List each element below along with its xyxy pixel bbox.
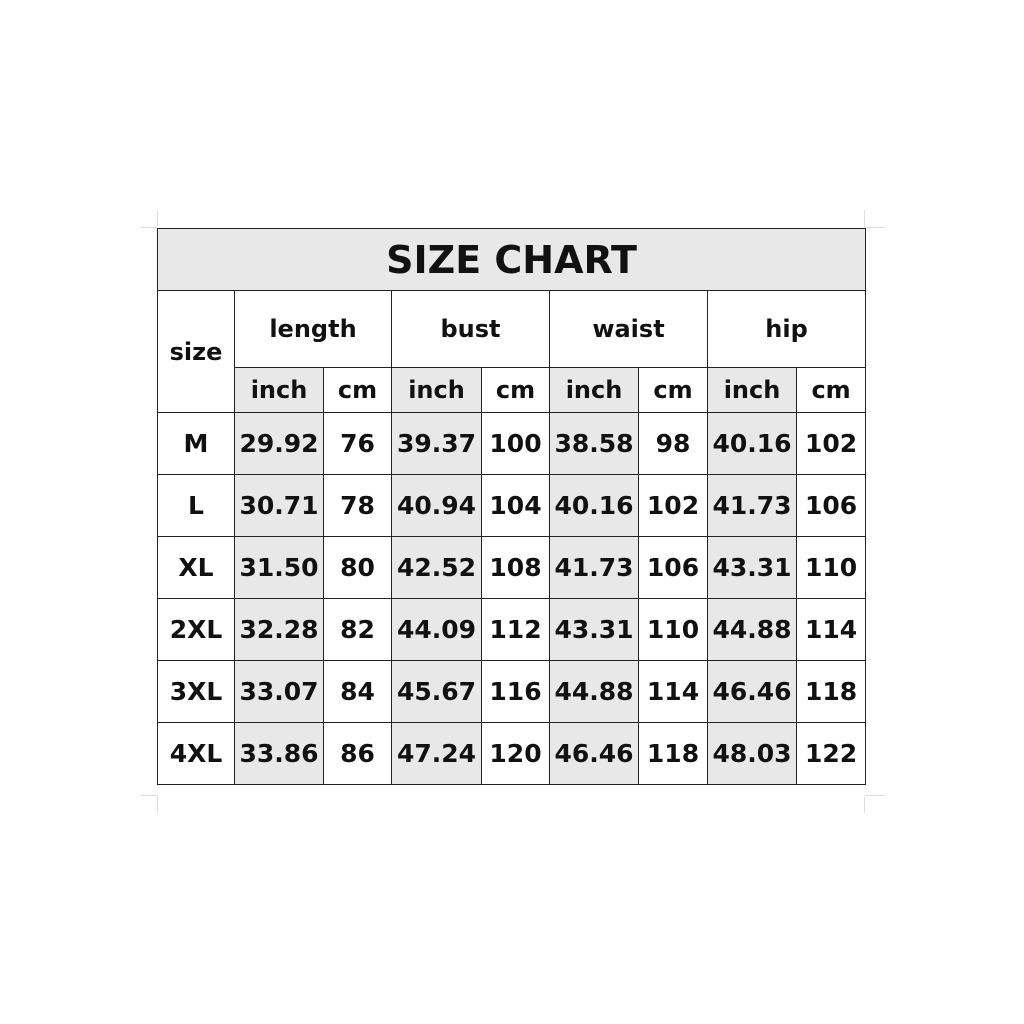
cell-inch: 29.92: [234, 412, 324, 475]
cell-inch: 44.09: [391, 598, 482, 661]
cell-inch: 40.16: [707, 412, 797, 475]
size-label: 2XL: [157, 598, 235, 661]
crop-guide: [140, 227, 157, 228]
crop-guide: [157, 796, 158, 813]
cell-inch: 44.88: [549, 660, 639, 723]
size-header: size: [157, 290, 235, 413]
group-header-bust: bust: [391, 290, 550, 368]
cell-inch: 33.86: [234, 722, 324, 785]
cell-cm: 100: [481, 412, 550, 475]
cell-cm: 114: [795, 598, 867, 661]
cell-inch: 38.58: [549, 412, 639, 475]
cell-inch: 47.24: [391, 722, 482, 785]
cell-inch: 42.52: [391, 536, 482, 599]
cell-inch: 31.50: [234, 536, 324, 599]
cell-cm: 118: [638, 722, 708, 785]
cell-cm: 82: [323, 598, 392, 661]
size-label: M: [157, 412, 235, 475]
cell-cm: 76: [323, 412, 392, 475]
size-label: L: [157, 474, 235, 537]
cell-cm: 102: [638, 474, 708, 537]
size-label: 3XL: [157, 660, 235, 723]
crop-guide: [140, 795, 157, 796]
unit-header-inch: inch: [234, 367, 324, 413]
cell-cm: 112: [481, 598, 550, 661]
table-row: XL 31.50 80 42.52 108 41.73 106 43.31 110: [157, 536, 867, 599]
cell-inch: 40.94: [391, 474, 482, 537]
cell-cm: 98: [638, 412, 708, 475]
cell-cm: 78: [323, 474, 392, 537]
unit-header-cm: cm: [481, 367, 550, 413]
cell-inch: 48.03: [707, 722, 797, 785]
cell-cm: 84: [323, 660, 392, 723]
table-row: 4XL 33.86 86 47.24 120 46.46 118 48.03 122: [157, 722, 867, 785]
size-label: 4XL: [157, 722, 235, 785]
cell-cm: 114: [638, 660, 708, 723]
cell-cm: 110: [638, 598, 708, 661]
cell-inch: 41.73: [707, 474, 797, 537]
cell-cm: 106: [795, 474, 867, 537]
group-header-waist: waist: [549, 290, 708, 368]
crop-guide: [157, 210, 158, 227]
cell-inch: 30.71: [234, 474, 324, 537]
cell-cm: 120: [481, 722, 550, 785]
cell-cm: 116: [481, 660, 550, 723]
cell-inch: 41.73: [549, 536, 639, 599]
cell-inch: 43.31: [549, 598, 639, 661]
crop-guide: [865, 227, 885, 228]
cell-inch: 46.46: [707, 660, 797, 723]
unit-header-inch: inch: [391, 367, 482, 413]
table-row: 2XL 32.28 82 44.09 112 43.31 110 44.88 114: [157, 598, 867, 661]
cell-cm: 122: [795, 722, 867, 785]
unit-header-cm: cm: [638, 367, 708, 413]
cell-cm: 118: [795, 660, 867, 723]
table-row: M 29.92 76 39.37 100 38.58 98 40.16 102: [157, 412, 867, 475]
unit-header-inch: inch: [549, 367, 639, 413]
cell-inch: 39.37: [391, 412, 482, 475]
cell-inch: 33.07: [234, 660, 324, 723]
cell-inch: 43.31: [707, 536, 797, 599]
group-header-hip: hip: [706, 290, 867, 368]
chart-title: SIZE CHART: [156, 228, 867, 291]
cell-inch: 46.46: [549, 722, 639, 785]
size-chart-table: SIZE CHART size length bust waist hip in…: [156, 228, 867, 785]
cell-inch: 32.28: [234, 598, 324, 661]
cell-cm: 104: [481, 474, 550, 537]
size-label: XL: [157, 536, 235, 599]
cell-inch: 45.67: [391, 660, 482, 723]
crop-guide: [865, 795, 885, 796]
crop-guide: [864, 210, 865, 227]
cell-inch: 40.16: [549, 474, 639, 537]
crop-guide: [864, 796, 865, 813]
cell-cm: 108: [481, 536, 550, 599]
group-header-length: length: [234, 290, 392, 368]
cell-cm: 110: [795, 536, 867, 599]
cell-cm: 86: [323, 722, 392, 785]
unit-header-inch: inch: [707, 367, 797, 413]
table-row: 3XL 33.07 84 45.67 116 44.88 114 46.46 118: [157, 660, 867, 723]
unit-header-cm: cm: [323, 367, 392, 413]
table-row: L 30.71 78 40.94 104 40.16 102 41.73 106: [157, 474, 867, 537]
cell-cm: 102: [795, 412, 867, 475]
cell-inch: 44.88: [707, 598, 797, 661]
cell-cm: 80: [323, 536, 392, 599]
cell-cm: 106: [638, 536, 708, 599]
unit-header-cm: cm: [795, 367, 867, 413]
